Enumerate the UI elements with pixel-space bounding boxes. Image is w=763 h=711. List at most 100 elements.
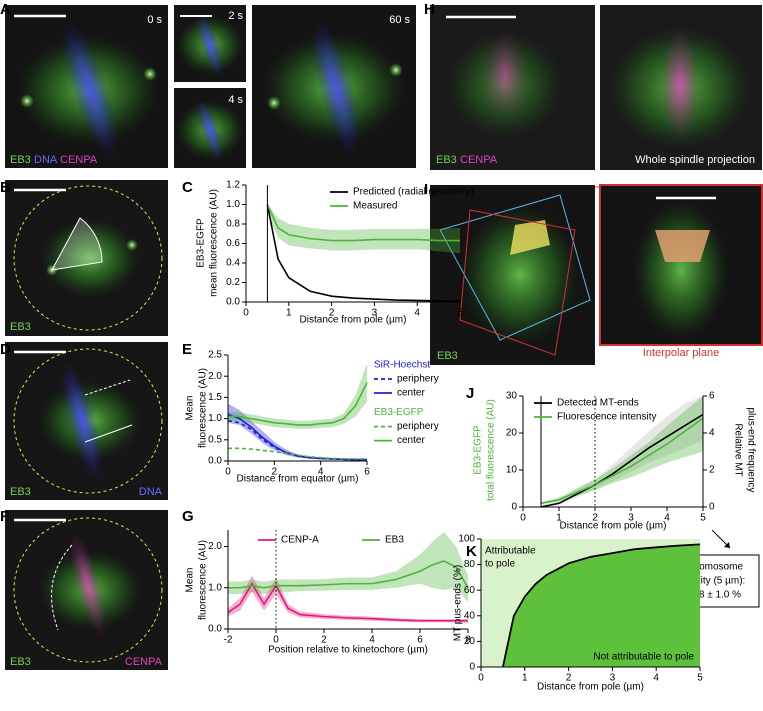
y-tick-label: 1.2	[226, 180, 240, 191]
y-tick-label: 40	[464, 610, 476, 621]
x-axis-label: Distance from pole (µm)	[560, 521, 667, 532]
y2-axis-label: Relative MT	[732, 423, 743, 476]
y-tick-label: 0.0	[208, 456, 222, 467]
callout-text: Chromosome	[683, 562, 743, 573]
series-line	[227, 413, 367, 461]
legend-label: periphery	[397, 421, 439, 432]
channel-label: EB3	[437, 350, 458, 362]
legend-label: center	[397, 435, 425, 446]
channel-label: DNA	[34, 154, 58, 166]
x-tick-label: 2	[272, 467, 278, 478]
panel-h-images: EB3 CENPA Whole spindle projection	[430, 5, 762, 170]
area	[502, 544, 700, 667]
x-axis-label: Position relative to kinetochore (µm)	[268, 645, 428, 656]
x-tick-label: 4	[414, 308, 420, 319]
panel-label: C	[182, 179, 193, 196]
y-axis-label: Mean	[185, 567, 196, 592]
y-axis-label: EB3-EGFP	[196, 218, 207, 268]
y-tick-label: 1.0	[208, 582, 222, 593]
annotation: to pole	[485, 559, 515, 570]
x-tick-label: 2	[329, 308, 335, 319]
x-tick-label: 5	[697, 673, 703, 684]
panel-i-images: EB3 Interpolar plane	[430, 184, 763, 365]
y-tick-label: 80	[464, 559, 476, 570]
y-tick-label: 100	[458, 534, 475, 545]
series-line	[228, 447, 367, 460]
legend-group-title: EB3-EGFP	[374, 407, 424, 418]
time-label: 0 s	[147, 14, 162, 26]
legend-label: Fluorescence intensity	[557, 412, 657, 423]
y-axis-label: mean fluorescence (AU)	[209, 189, 220, 297]
panel-label: K	[466, 543, 477, 560]
panel-d-image: EB3 DNA	[5, 342, 168, 500]
error-band	[541, 396, 703, 507]
legend-label: Predicted (radial geometry)	[353, 187, 474, 198]
legend-label: EB3	[385, 535, 404, 546]
x-tick-label: 4	[318, 467, 324, 478]
x-tick-label: 4	[653, 673, 659, 684]
callout-text: vicinity (5 µm):	[681, 576, 746, 587]
panel-b-image: EB3	[5, 180, 168, 336]
x-tick-label: 5	[457, 308, 463, 319]
time-label: 4 s	[228, 94, 243, 106]
legend-group-title: SiR-Hoechst	[374, 360, 430, 371]
x-tick-label: 4	[664, 513, 670, 524]
x-tick-label: 5	[700, 513, 706, 524]
x-tick-label: 0	[225, 467, 231, 478]
y-tick-label: 0.8	[226, 219, 240, 230]
y-tick-label: 0.2	[226, 277, 240, 288]
y-tick-label: 0	[469, 662, 475, 673]
time-label: 2 s	[228, 10, 243, 22]
x-tick-label: 1	[556, 513, 562, 524]
legend-label: periphery	[397, 374, 439, 385]
panel-label: G	[182, 508, 194, 525]
x-tick-label: 1	[286, 308, 292, 319]
y-tick-label: 20	[464, 636, 476, 647]
x-tick-label: 0	[520, 513, 526, 524]
channel-label: CENPA	[60, 154, 98, 166]
y-axis-label: MT pus-ends (%)	[453, 565, 464, 642]
x-tick-label: 6	[364, 467, 370, 478]
error-band	[267, 204, 460, 254]
series-line	[228, 382, 368, 426]
caption: Interpolar plane	[643, 347, 719, 359]
x-axis-label: Distance from pole (µm)	[537, 682, 644, 693]
caption: Whole spindle projection	[635, 154, 755, 166]
x-tick-label: 0	[243, 308, 249, 319]
y-tick-label: 0.0	[208, 624, 222, 635]
panel-label: A	[0, 1, 11, 18]
x-tick-label: 4	[369, 635, 375, 646]
x-tick-label: 2	[566, 673, 572, 684]
channel-label: EB3	[10, 321, 31, 333]
y-tick-label: 0	[511, 502, 517, 513]
series-line	[540, 413, 704, 508]
y2-axis-label: plus-end frequency	[745, 407, 756, 492]
y-tick-label: 10	[506, 465, 518, 476]
panel-f-image: EB3 CENPA	[5, 510, 168, 670]
series-line	[540, 417, 704, 505]
legend-label: CENP-A	[281, 535, 319, 546]
time-label: 60 s	[389, 14, 410, 26]
y2-tick-label: 6	[709, 391, 715, 402]
panel-label: J	[466, 385, 474, 402]
legend-label: center	[397, 388, 425, 399]
callout-text: 95.8 ± 1.0 %	[685, 590, 741, 601]
panel-a-images: 0 s 2 s 4 s 60 s EB3 DNA CENPA	[5, 5, 416, 168]
panel-label: E	[182, 341, 192, 358]
channel-label: CENPA	[125, 656, 163, 668]
panel-label: H	[424, 1, 435, 18]
y-tick-label: 0.0	[226, 297, 240, 308]
y-tick-label: 0.4	[226, 258, 240, 269]
x-tick-label: 8	[465, 635, 471, 646]
y-axis-label: total fluorescence (AU)	[486, 399, 497, 501]
y-tick-label: 1.5	[208, 392, 222, 403]
y-tick-label: 30	[506, 391, 518, 402]
error-band	[541, 396, 703, 505]
channel-label: CENPA	[460, 154, 498, 166]
panel-label: D	[0, 341, 11, 358]
annotation: Not attributable to pole	[593, 652, 694, 663]
x-axis-label: Distance from equator (µm)	[237, 474, 359, 485]
channel-label: EB3	[10, 486, 31, 498]
error-band	[228, 532, 468, 603]
